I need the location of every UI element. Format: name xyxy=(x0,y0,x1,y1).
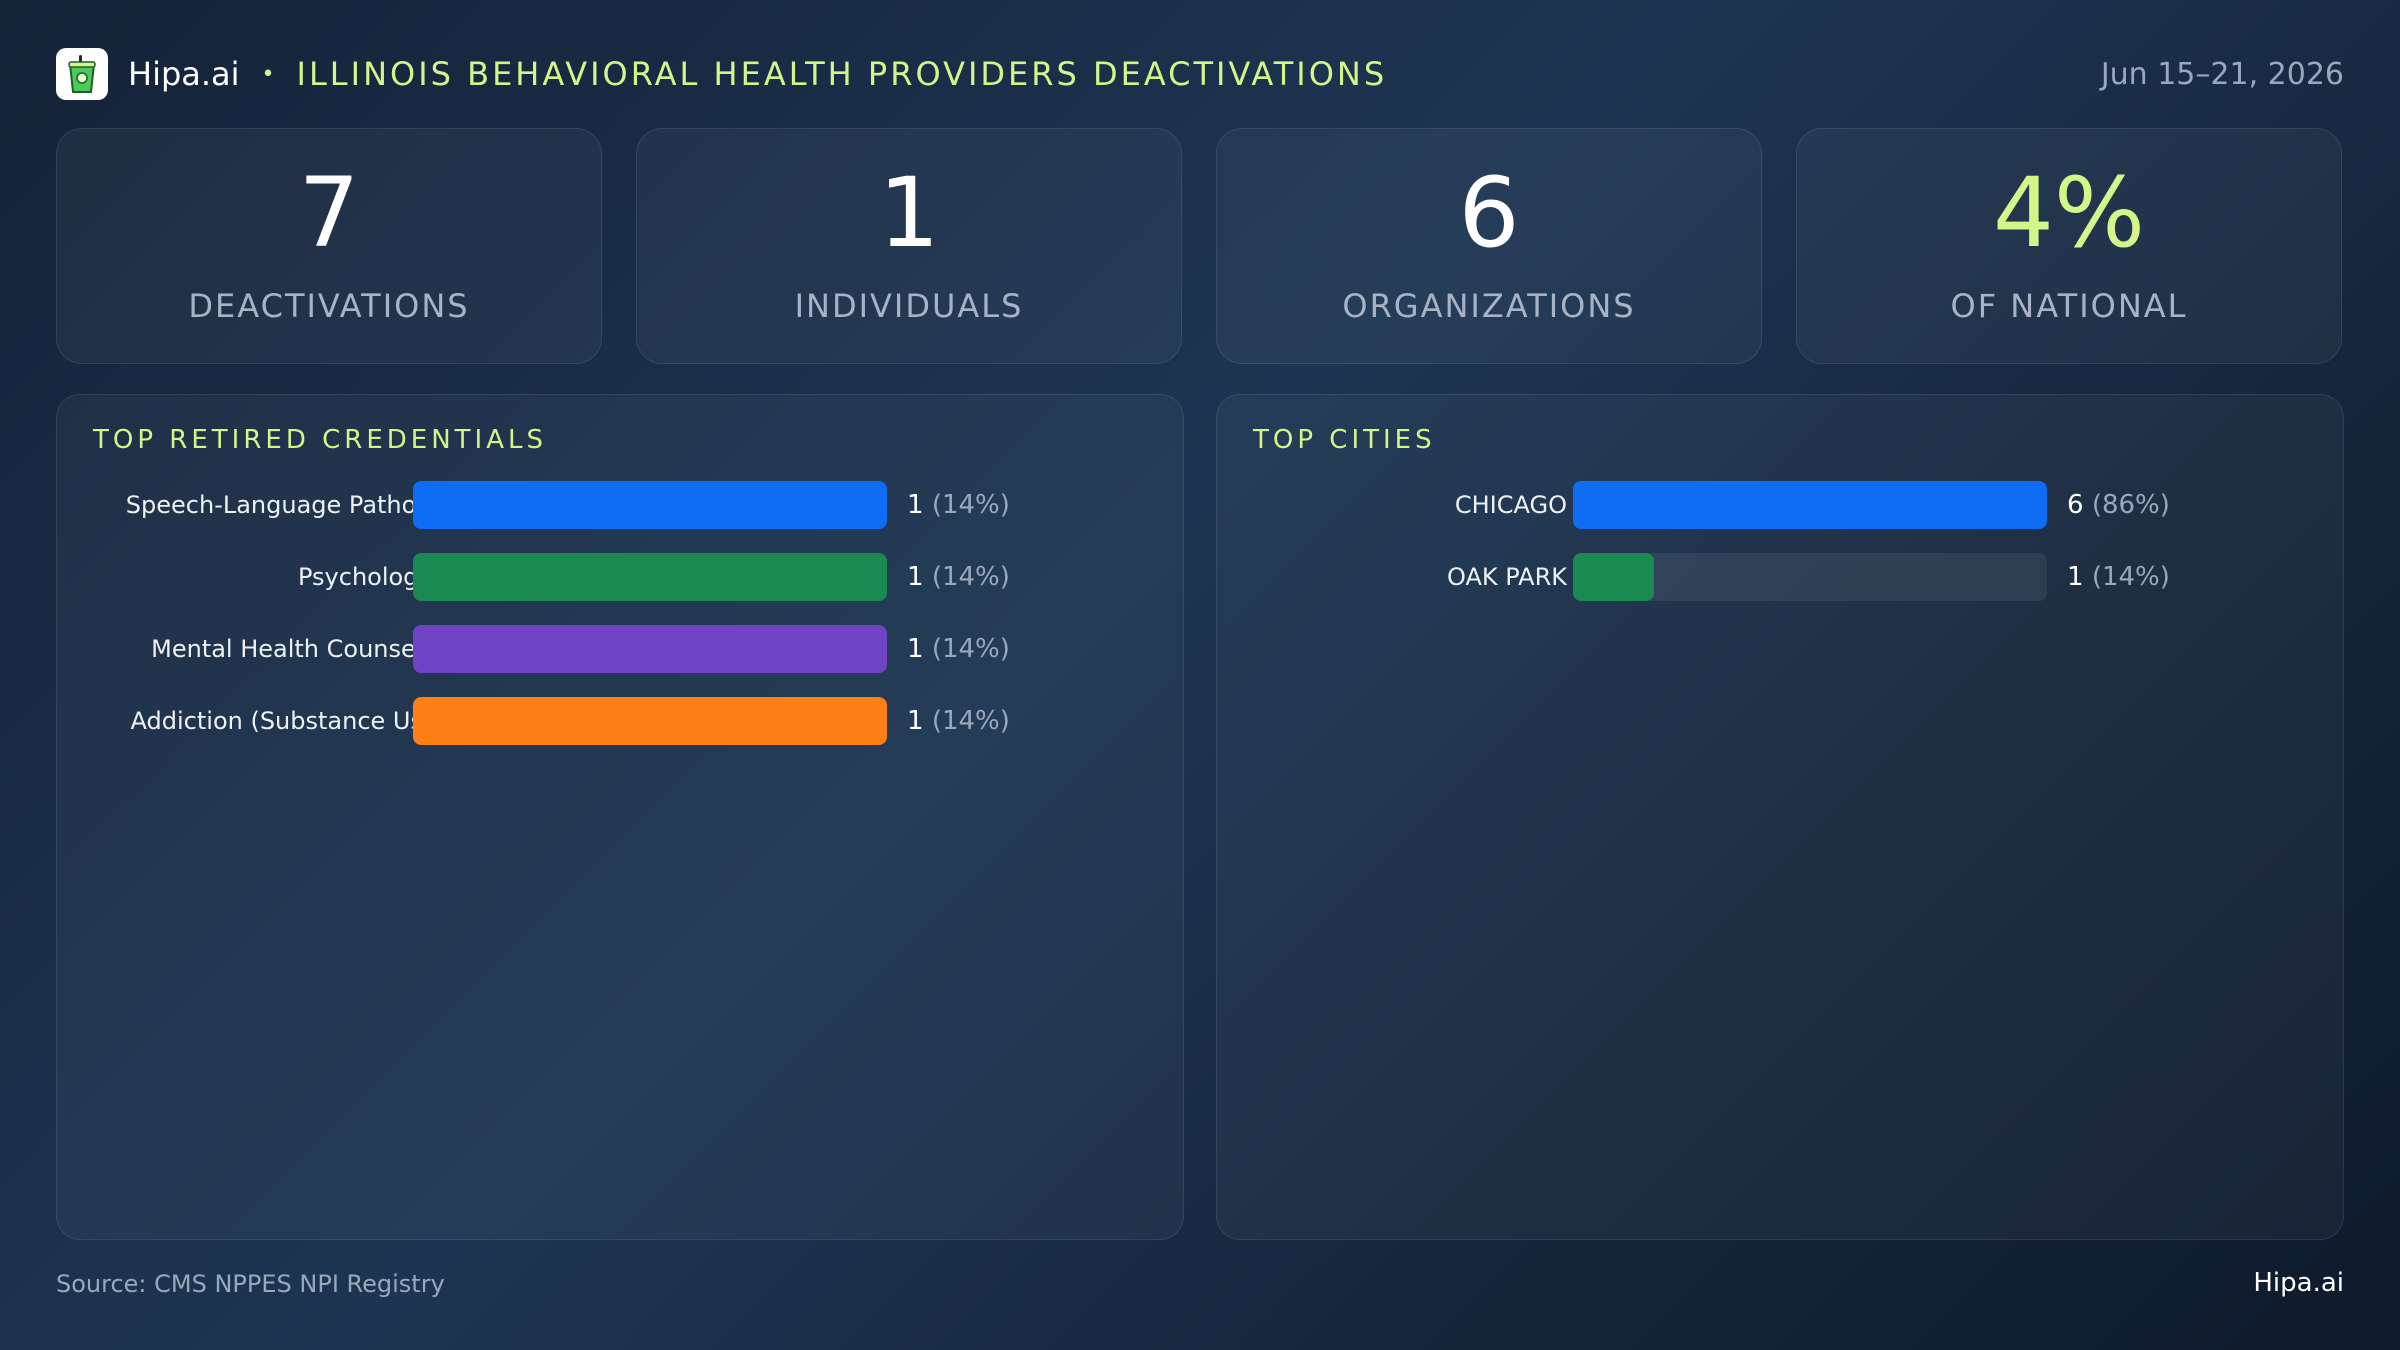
title-separator: • xyxy=(261,61,275,87)
bar-percent: (14%) xyxy=(931,634,1010,664)
cup-icon xyxy=(68,55,96,93)
footer-brand[interactable]: Hipa.ai xyxy=(2253,1268,2344,1298)
bar-value: 1 (14%) xyxy=(907,697,1010,745)
bar-count: 1 xyxy=(907,490,924,520)
bar-fill xyxy=(413,697,887,745)
stat-value: 6 xyxy=(1458,157,1520,269)
stat-value: 7 xyxy=(298,157,360,269)
bar-value: 1 (14%) xyxy=(907,625,1010,673)
bar-track xyxy=(413,697,887,745)
bar-row: Speech-Language Pathol… 1 (14%) xyxy=(57,481,1183,529)
bar-row: Addiction (Substance Us… 1 (14%) xyxy=(57,697,1183,745)
stat-card-individuals: 1 INDIVIDUALS xyxy=(636,128,1182,364)
bar-count: 6 xyxy=(2067,490,2084,520)
bar-label: Mental Health Counselor xyxy=(151,635,447,663)
panel-title: TOP RETIRED CREDENTIALS xyxy=(93,425,547,455)
bar-label: Addiction (Substance Us… xyxy=(130,707,447,735)
date-range: Jun 15–21, 2026 xyxy=(2100,56,2344,92)
bar-row: CHICAGO 6 (86%) xyxy=(1217,481,2343,529)
bar-track xyxy=(1573,481,2047,529)
stat-value: 4% xyxy=(1992,157,2146,269)
stat-label: INDIVIDUALS xyxy=(794,287,1024,325)
bar-track xyxy=(413,625,887,673)
stat-card-deactivations: 7 DEACTIVATIONS xyxy=(56,128,602,364)
bar-track xyxy=(413,553,887,601)
bar-row: Psychologist 1 (14%) xyxy=(57,553,1183,601)
cities-panel: TOP CITIES CHICAGO 6 (86%) OAK PARK 1 (14%) xyxy=(1216,394,2344,1240)
credentials-panel: TOP RETIRED CREDENTIALS Speech-Language … xyxy=(56,394,1184,1240)
bar-label: Psychologist xyxy=(297,563,447,591)
header: Hipa.ai • ILLINOIS BEHAVIORAL HEALTH PRO… xyxy=(56,46,2344,102)
report-title: ILLINOIS BEHAVIORAL HEALTH PROVIDERS DEA… xyxy=(296,55,1388,93)
stat-value: 1 xyxy=(878,157,940,269)
stat-card-organizations: 6 ORGANIZATIONS xyxy=(1216,128,1762,364)
bar-label: OAK PARK xyxy=(1446,563,1567,591)
bar-label: CHICAGO xyxy=(1454,491,1567,519)
app-logo[interactable] xyxy=(56,48,108,100)
bar-value: 1 (14%) xyxy=(907,553,1010,601)
stat-label: DEACTIVATIONS xyxy=(188,287,470,325)
stat-label: OF NATIONAL xyxy=(1950,287,2188,325)
bar-count: 1 xyxy=(907,706,924,736)
bar-percent: (14%) xyxy=(2091,562,2170,592)
bar-percent: (14%) xyxy=(931,562,1010,592)
bar-value: 1 (14%) xyxy=(2067,553,2170,601)
bar-fill xyxy=(1573,553,1654,601)
bar-fill xyxy=(1573,481,2047,529)
bar-track xyxy=(1573,553,2047,601)
brand-name[interactable]: Hipa.ai xyxy=(128,55,240,93)
bar-fill xyxy=(413,481,887,529)
bar-row: OAK PARK 1 (14%) xyxy=(1217,553,2343,601)
bar-percent: (14%) xyxy=(931,490,1010,520)
stat-card-national-share: 4% OF NATIONAL xyxy=(1796,128,2342,364)
bar-percent: (14%) xyxy=(931,706,1010,736)
bar-percent: (86%) xyxy=(2091,490,2170,520)
source-note: Source: CMS NPPES NPI Registry xyxy=(56,1270,445,1298)
bar-track xyxy=(413,481,887,529)
bar-value: 1 (14%) xyxy=(907,481,1010,529)
bar-fill xyxy=(413,625,887,673)
bar-row: Mental Health Counselor 1 (14%) xyxy=(57,625,1183,673)
bar-count: 1 xyxy=(2067,562,2084,592)
bar-count: 1 xyxy=(907,634,924,664)
bar-value: 6 (86%) xyxy=(2067,481,2170,529)
bar-label: Speech-Language Pathol… xyxy=(125,491,447,519)
bar-count: 1 xyxy=(907,562,924,592)
panel-title: TOP CITIES xyxy=(1253,425,1436,455)
bar-fill xyxy=(413,553,887,601)
stat-label: ORGANIZATIONS xyxy=(1342,287,1636,325)
